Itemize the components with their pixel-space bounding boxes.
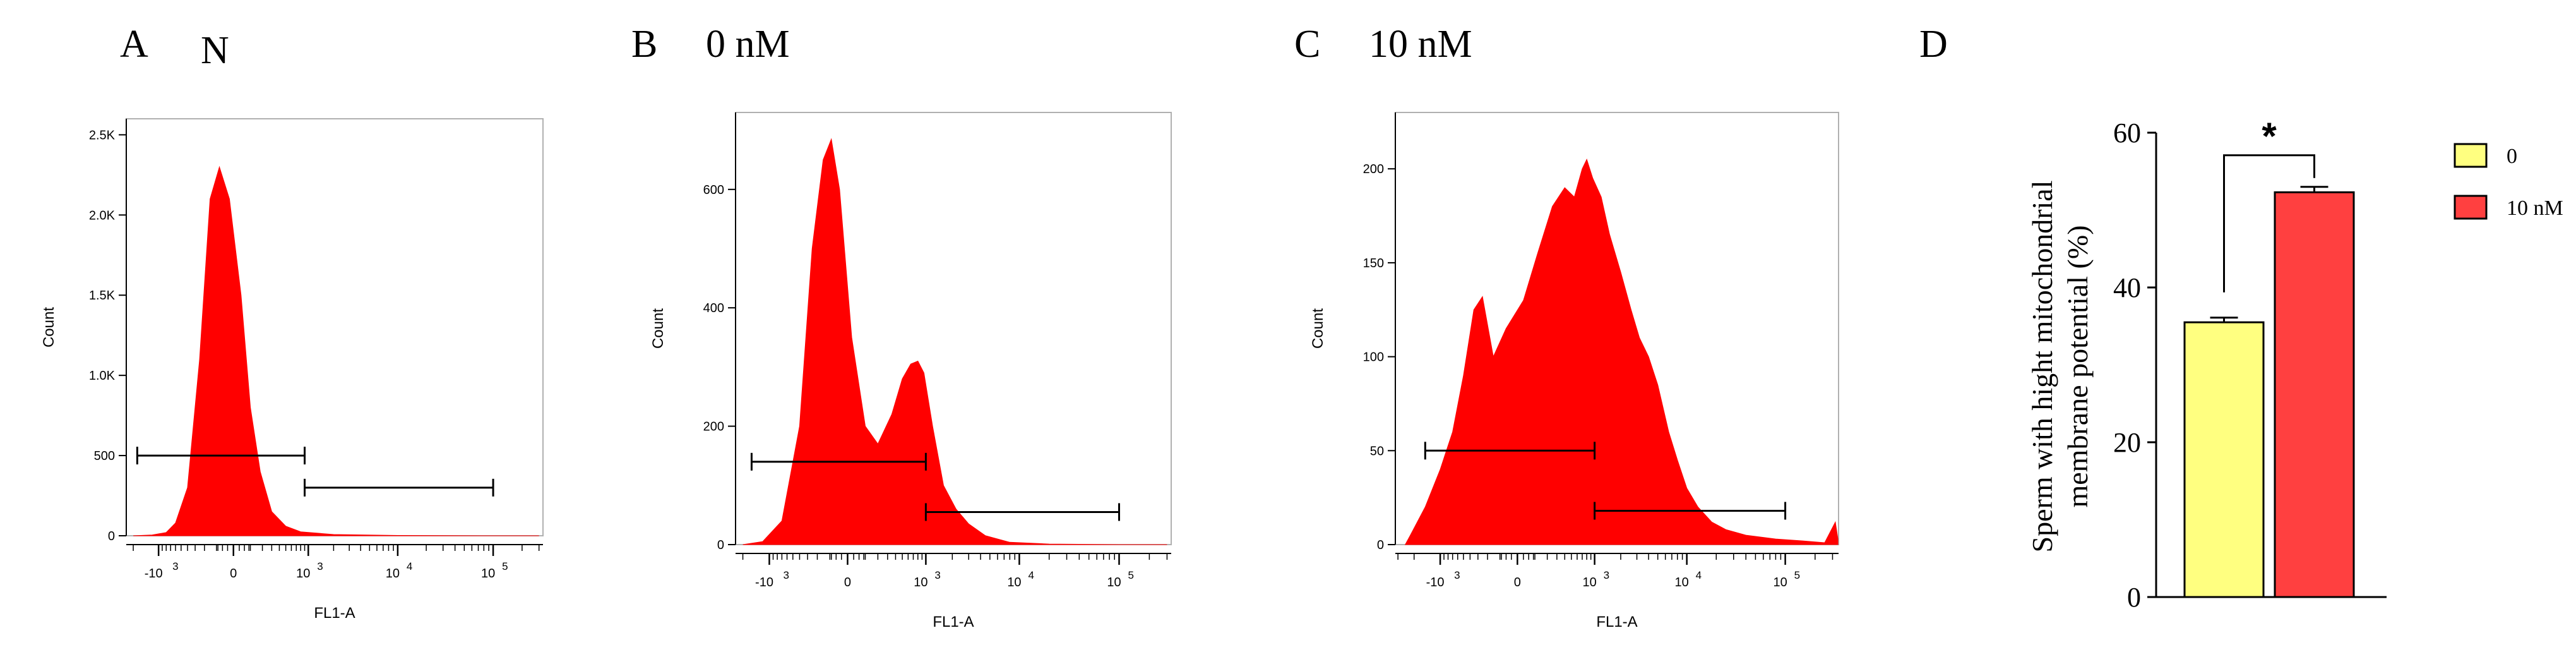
panel-a-x-tick-exponent: 5 (502, 560, 508, 572)
panel-c-y-axis-title: Count (1309, 308, 1327, 349)
panel-d-legend-swatch (2454, 195, 2488, 220)
panel-d-bar-0 (2183, 321, 2265, 598)
panel-a-x-tick-label: 10 (296, 567, 310, 581)
panel-a-x-tick-label: 10 (481, 567, 495, 581)
panel-d-significance-bracket (2223, 154, 2315, 293)
panel-a-letter: A (120, 23, 148, 66)
panel-d-legend-swatch (2454, 143, 2488, 168)
panel-a-x-tick-label: -10 (145, 567, 163, 581)
panel-c-x-tick-label: 10 (1582, 576, 1596, 589)
panel-d-y-tick-label: 40 (2113, 272, 2141, 303)
panel-c-y-tick-label: 100 (1363, 351, 1384, 365)
panel-c-title: 10 nM (1369, 23, 1472, 66)
panel-a-y-tick-label: 500 (94, 449, 115, 463)
panel-c-x-tick-exponent: 4 (1696, 569, 1702, 581)
panel-b-x-tick-label: -10 (755, 576, 773, 589)
panel-d-bar-10nm (2274, 191, 2355, 598)
panel-c-y-tick-label: 0 (1377, 538, 1384, 552)
panel-b-x-axis-title: FL1-A (933, 613, 974, 631)
panel-c-x-tick-label: 0 (1514, 576, 1521, 589)
panel-b-x-tick-exponent: 4 (1028, 569, 1034, 581)
panel-b-y-axis-title: Count (650, 308, 667, 349)
panel-c-y-tick-label: 200 (1363, 162, 1384, 176)
panel-a-x-tick-exponent: 3 (172, 560, 178, 572)
panel-c-y-tick-label: 50 (1370, 444, 1384, 458)
panel-a-title: N (201, 29, 229, 72)
panel-c-x-axis-title: FL1-A (1596, 613, 1637, 631)
panel-d-legend-label: 10 nM (2507, 196, 2563, 220)
panel-b-x-tick-label: 10 (914, 576, 927, 589)
panel-d-legend-label: 0 (2507, 145, 2517, 168)
bar-chart-panel-d: 0 20 40 60 Sperm with hight mitochondrial mem… (2026, 115, 2563, 613)
panel-a-histogram (133, 166, 539, 536)
panel-d-y-axis-title-line-2: membrane potential (%) (2061, 225, 2094, 507)
panel-b-y-tick-label: 200 (703, 420, 724, 434)
panel-a-y-tick-label: 0 (108, 529, 115, 543)
panel-a-x-tick-exponent: 4 (407, 560, 412, 572)
panel-a-y-tick-label: 1.0K (89, 369, 116, 383)
panel-d-y-axis-title-line-1: Sperm with hight mitochondrial (2026, 181, 2058, 553)
panel-b-x-tick-label: 10 (1007, 576, 1021, 589)
panel-b-x-tick-label: 10 (1107, 576, 1121, 589)
panel-a-x-axis-title: FL1-A (314, 605, 355, 622)
panel-b-x-tick-exponent: 3 (934, 569, 940, 581)
panel-a-y-tick-label: 2.5K (89, 128, 116, 142)
panel-d-letter: D (1919, 23, 1948, 66)
panel-c-y-tick-label: 150 (1363, 257, 1384, 270)
panel-b-x-tick-exponent: 3 (783, 569, 789, 581)
panel-a-y-axis-title: Count (40, 307, 57, 347)
panel-b-y-tick-label: 400 (703, 301, 724, 315)
panel-c-letter: C (1294, 23, 1320, 66)
panel-c-x-tick-exponent: 3 (1604, 569, 1609, 581)
panel-b-y-tick-label: 600 (703, 183, 724, 197)
panel-c-histogram (1404, 158, 1839, 545)
panel-c-x-tick-exponent: 3 (1454, 569, 1460, 581)
panel-b-letter: B (631, 23, 657, 66)
panel-c-x-tick-label: 10 (1773, 576, 1787, 589)
panel-c-x-tick-label: -10 (1426, 576, 1445, 589)
panel-a-x-tick-label: 0 (230, 567, 237, 581)
panel-c-x-tick-exponent: 5 (1794, 569, 1800, 581)
histogram-panel-b: 0 200 400 600 -10 3 0 10 3 10 4 10 5 FL1-A Count (650, 112, 1172, 631)
panel-a-x-tick-exponent: 3 (317, 560, 323, 572)
histogram-panel-c: 0 50 100 150 200 -10 3 0 10 3 10 4 10 5 FL1-A Count (1309, 112, 1839, 631)
histogram-panel-a: 0 500 1.0K 1.5K 2.0K 2.5K -10 3 0 10 3 10 4 10 5 FL1-A C… (40, 118, 544, 622)
panel-d-y-tick-label: 60 (2113, 118, 2141, 148)
panel-b-title: 0 nM (706, 23, 790, 66)
panel-b-y-tick-label: 0 (717, 538, 724, 552)
panel-d-significance-star: * (2262, 115, 2277, 157)
panel-b-x-tick-exponent: 5 (1128, 569, 1134, 581)
panel-a-y-tick-label: 1.5K (89, 289, 116, 303)
panel-b-histogram (742, 138, 1167, 545)
panel-c-x-tick-label: 10 (1675, 576, 1689, 589)
panel-d-y-tick-label: 20 (2113, 427, 2141, 458)
panel-a-x-tick-label: 10 (386, 567, 400, 581)
panel-d-y-tick-label: 0 (2127, 582, 2141, 613)
panel-a-y-tick-label: 2.0K (89, 208, 116, 222)
panel-b-x-tick-label: 0 (844, 576, 851, 589)
